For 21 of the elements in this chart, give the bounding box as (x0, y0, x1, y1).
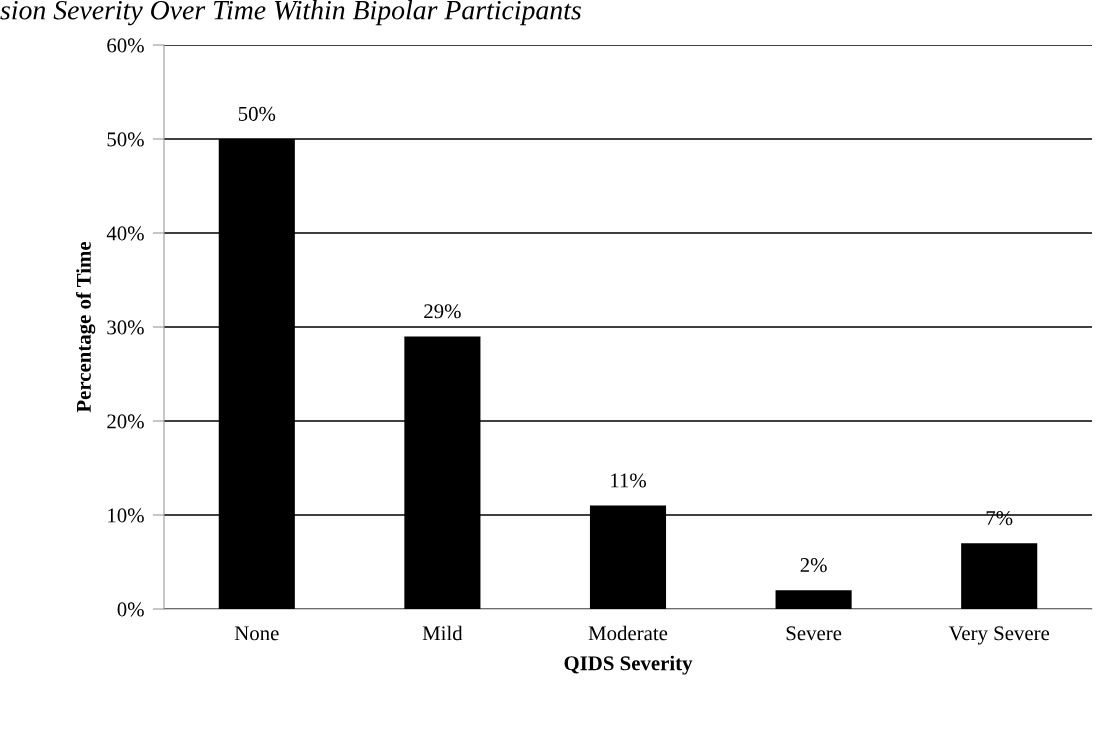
data-label: 29% (424, 304, 461, 319)
y-tick-label: 60% (107, 38, 144, 53)
y-tick-label: 30% (107, 320, 144, 335)
y-axis-title: Percentage of Time (75, 241, 96, 413)
x-axis-title: QIDS Severity (564, 655, 693, 675)
x-tick-label: None (234, 626, 279, 641)
chart-title: sion Severity Over Time Within Bipolar Participants (0, 0, 581, 26)
y-tick-label: 20% (107, 414, 144, 429)
x-tick-label: Mild (422, 625, 463, 641)
y-tick-label: 50% (107, 132, 144, 147)
y-tick-label: 10% (108, 508, 144, 523)
x-tick-label: Severe (786, 626, 842, 641)
x-tick-label: Moderate (588, 625, 668, 641)
data-label: 50% (238, 106, 276, 121)
y-tick-label: 0% (117, 602, 144, 617)
data-label: 11% (611, 473, 646, 488)
data-label: 2% (800, 558, 827, 573)
y-tick-label: 40% (106, 226, 144, 241)
bar (775, 590, 852, 609)
x-tick-label: Very Severe (948, 626, 1050, 645)
bar (961, 543, 1038, 609)
